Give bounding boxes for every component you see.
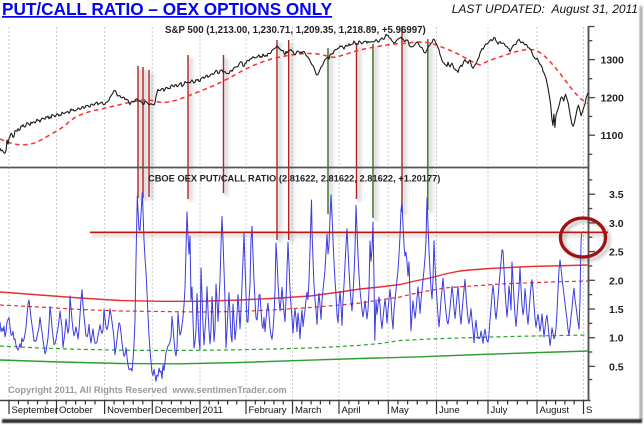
svg-text:February: February — [249, 405, 287, 416]
svg-text:3.0: 3.0 — [609, 218, 624, 230]
svg-text:November: November — [107, 405, 151, 416]
svg-text:2.0: 2.0 — [609, 275, 624, 287]
svg-text:2.5: 2.5 — [609, 247, 624, 259]
svg-text:September: September — [12, 405, 58, 416]
svg-text:July: July — [491, 405, 508, 416]
svg-text:LAST UPDATED: August 31, 2011: LAST UPDATED: August 31, 2011 — [452, 2, 638, 16]
svg-text:March: March — [295, 405, 321, 416]
svg-text:PUT/CALL RATIO – OEX OPTIONS O: PUT/CALL RATIO – OEX OPTIONS ONLY — [2, 0, 333, 19]
svg-text:S&P 500 (1,213.00, 1,230.71, 1: S&P 500 (1,213.00, 1,230.71, 1,209.35, 1… — [165, 25, 426, 36]
svg-text:0.5: 0.5 — [609, 361, 624, 373]
svg-text:1.0: 1.0 — [609, 333, 624, 345]
svg-text:April: April — [342, 405, 361, 416]
svg-text:3.5: 3.5 — [609, 189, 624, 201]
svg-text:1100: 1100 — [601, 130, 624, 142]
svg-text:December: December — [155, 405, 199, 416]
svg-text:1200: 1200 — [601, 93, 625, 105]
svg-text:1.5: 1.5 — [609, 304, 624, 316]
svg-text:CBOE OEX PUT/CALL RATIO (2.816: CBOE OEX PUT/CALL RATIO (2.81622, 2.8162… — [148, 174, 440, 184]
svg-text:1300: 1300 — [601, 55, 625, 67]
svg-text:2011: 2011 — [203, 405, 223, 416]
svg-text:May: May — [391, 405, 409, 416]
svg-text:S: S — [586, 405, 592, 416]
svg-text:August: August — [540, 405, 570, 416]
svg-text:Copyright 2011, All Rights Res: Copyright 2011, All Rights Reserved www.… — [8, 385, 287, 395]
svg-text:June: June — [439, 405, 460, 416]
svg-text:October: October — [59, 405, 93, 416]
